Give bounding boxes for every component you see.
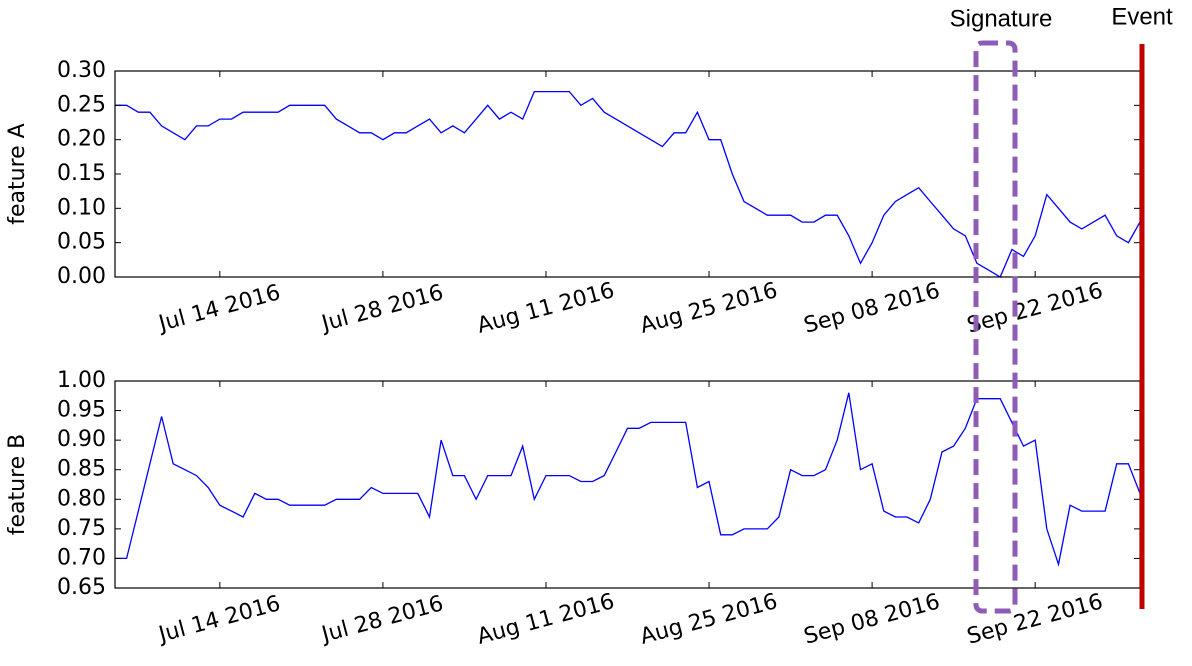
- y-tick-label: 0.70: [57, 545, 106, 570]
- x-tick-label: Jul 14 2016: [154, 591, 283, 648]
- y-axis-label: feature A: [5, 123, 30, 224]
- data-line: [115, 90, 1141, 278]
- data-line: [115, 392, 1141, 567]
- y-tick-label: 0.20: [57, 127, 106, 152]
- signature-box: [973, 40, 1018, 614]
- x-tick-label: Aug 25 2016: [638, 278, 781, 339]
- axes-frame: [114, 70, 1141, 278]
- x-tick-label: Sep 08 2016: [801, 278, 942, 338]
- y-tick-label: 1.00: [57, 368, 106, 393]
- x-tick-label: Jul 28 2016: [317, 591, 446, 648]
- x-tick-label: Aug 11 2016: [475, 278, 618, 339]
- x-tick-label: Aug 25 2016: [638, 589, 781, 650]
- x-tick-label: Jul 14 2016: [154, 280, 283, 337]
- x-tick-label: Sep 22 2016: [964, 278, 1105, 338]
- y-tick-label: 0.65: [57, 575, 106, 600]
- y-tick-label: 0.00: [57, 264, 106, 289]
- x-tick-label: Aug 11 2016: [475, 589, 618, 650]
- axes-frame: [114, 380, 1141, 589]
- y-tick-label: 0.30: [57, 58, 106, 83]
- event-label: Event: [1111, 3, 1173, 30]
- y-tick-label: 0.75: [57, 516, 106, 541]
- y-tick-label: 0.10: [57, 195, 106, 220]
- y-tick-label: 0.95: [57, 398, 106, 423]
- y-tick-label: 0.90: [57, 427, 106, 452]
- y-tick-label: 0.85: [57, 457, 106, 482]
- x-tick-label: Jul 28 2016: [317, 280, 446, 337]
- y-tick-label: 0.15: [57, 161, 106, 186]
- y-axis-label: feature B: [5, 434, 30, 536]
- signature-label: Signature: [950, 5, 1053, 32]
- y-tick-label: 0.05: [57, 230, 106, 255]
- x-tick-label: Sep 22 2016: [964, 589, 1105, 649]
- y-tick-label: 0.80: [57, 486, 106, 511]
- x-tick-label: Sep 08 2016: [801, 589, 942, 649]
- y-tick-label: 0.25: [57, 92, 106, 117]
